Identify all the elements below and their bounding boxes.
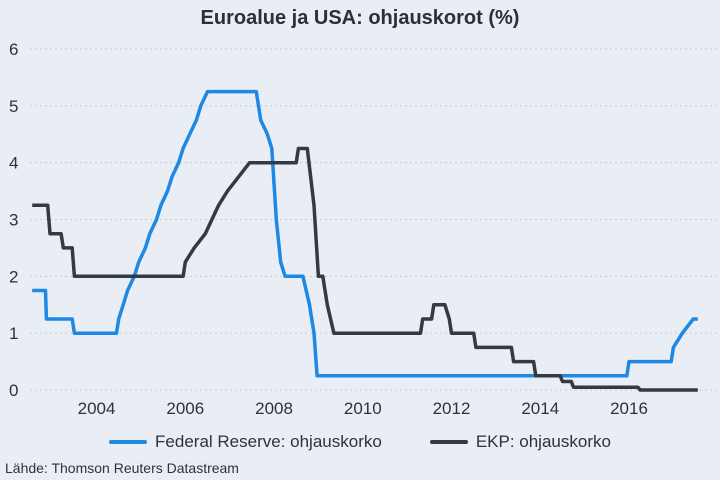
- x-tick-label: 2006: [166, 399, 204, 418]
- legend-swatch-fed: [109, 440, 148, 444]
- chart-title: Euroalue ja USA: ohjauskorot (%): [200, 7, 520, 29]
- y-tick-label: 4: [9, 154, 18, 173]
- legend-swatch-ecb: [429, 440, 468, 444]
- x-axis-ticks: 2004 2006 2008 2010 2012 2014 2016: [78, 399, 648, 418]
- source-note: Lähde: Thomson Reuters Datastream: [5, 460, 239, 476]
- x-tick-label: 2014: [521, 399, 559, 418]
- y-tick-label: 1: [9, 324, 18, 343]
- legend: Federal Reserve: ohjauskorko EKP: ohjaus…: [0, 432, 720, 452]
- x-tick-label: 2008: [255, 399, 293, 418]
- legend-label-ecb: EKP: ohjauskorko: [475, 432, 611, 451]
- legend-label-fed: Federal Reserve: ohjauskorko: [155, 432, 382, 451]
- x-tick-label: 2010: [344, 399, 382, 418]
- y-tick-label: 0: [9, 381, 18, 400]
- series-line-ecb: [32, 146, 698, 392]
- x-tick-label: 2016: [610, 399, 648, 418]
- series-line-fed: [32, 89, 698, 378]
- series-group: [32, 89, 698, 392]
- grid: [30, 48, 718, 391]
- legend-item-ecb: EKP: ohjauskorko: [429, 432, 611, 452]
- legend-item-fed: Federal Reserve: ohjauskorko: [109, 432, 382, 452]
- x-tick-label: 2004: [78, 399, 116, 418]
- y-axis-ticks: 0 1 2 3 4 5 6: [9, 40, 18, 400]
- y-tick-label: 6: [9, 40, 18, 59]
- y-tick-label: 3: [9, 211, 18, 230]
- y-tick-label: 5: [9, 97, 18, 116]
- x-tick-label: 2012: [433, 399, 471, 418]
- y-tick-label: 2: [9, 267, 18, 286]
